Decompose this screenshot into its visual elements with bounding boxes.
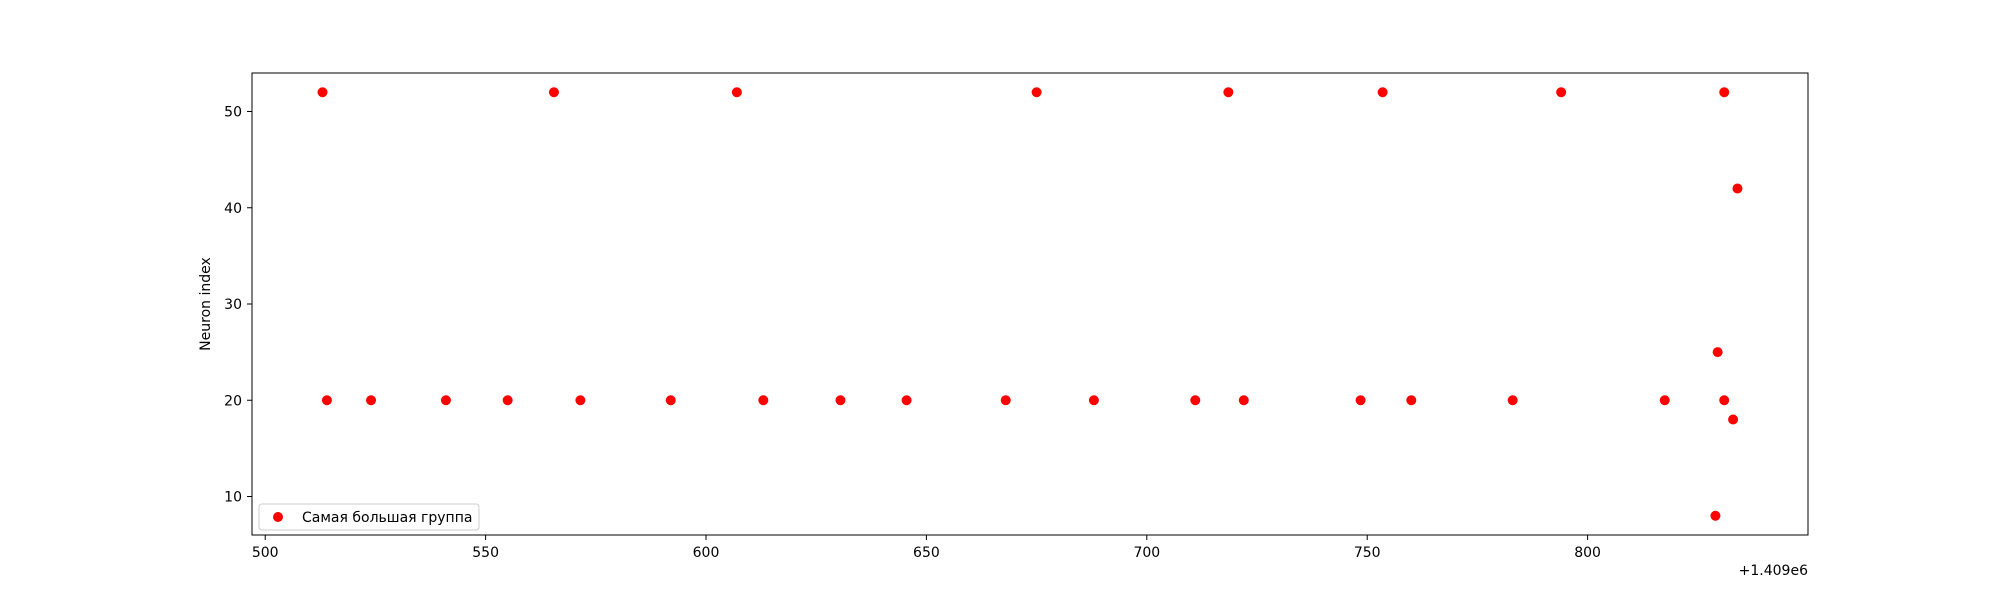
data-point <box>1659 395 1670 406</box>
x-tick-label: 650 <box>913 545 940 561</box>
x-tick-label: 800 <box>1574 545 1601 561</box>
data-point <box>1728 414 1739 425</box>
data-point <box>835 395 846 406</box>
x-tick-label: 700 <box>1133 545 1160 561</box>
data-point <box>758 395 769 406</box>
x-axis: 500 550 600 650 700 750 800 <box>252 535 1601 561</box>
data-point <box>901 395 912 406</box>
data-point <box>321 395 332 406</box>
legend: Самая большая группа <box>258 503 480 531</box>
data-point <box>1732 183 1743 194</box>
data-point <box>1223 87 1234 98</box>
data-point <box>1238 395 1249 406</box>
plot-frame <box>251 72 1809 536</box>
data-point <box>366 395 377 406</box>
x-tick-label: 500 <box>252 545 279 561</box>
x-tick-label: 600 <box>693 545 720 561</box>
y-tick-label: 20 <box>224 393 242 409</box>
data-point <box>1000 395 1011 406</box>
data-point <box>1719 87 1730 98</box>
data-point <box>1377 87 1388 98</box>
data-point <box>575 395 586 406</box>
data-point <box>1088 395 1099 406</box>
data-point <box>1719 395 1730 406</box>
data-point <box>440 395 451 406</box>
y-axis: 10 20 30 40 50 <box>224 105 252 506</box>
y-tick-label: 40 <box>224 201 242 217</box>
data-point <box>1507 395 1518 406</box>
legend-label: Самая большая группа <box>302 510 472 526</box>
data-point <box>317 87 328 98</box>
data-point <box>502 395 513 406</box>
data-point <box>1406 395 1417 406</box>
y-axis-label: Neuron index <box>198 257 214 351</box>
data-point <box>1355 395 1366 406</box>
y-tick-label: 10 <box>224 490 242 506</box>
x-tick-label: 750 <box>1354 545 1381 561</box>
data-points <box>317 87 1743 521</box>
x-tick-label: 550 <box>472 545 499 561</box>
y-tick-label: 50 <box>224 105 242 121</box>
plot-area <box>251 72 1809 536</box>
data-point <box>1710 510 1721 521</box>
data-point <box>1031 87 1042 98</box>
data-point <box>1556 87 1567 98</box>
x-axis-offset-label: +1.409e6 <box>1739 563 1808 579</box>
data-point <box>731 87 742 98</box>
data-point <box>548 87 559 98</box>
y-tick-label: 30 <box>224 297 242 313</box>
legend-marker <box>273 512 283 522</box>
data-point <box>1190 395 1201 406</box>
legend-box <box>258 503 480 531</box>
data-point <box>665 395 676 406</box>
data-point <box>1712 347 1723 358</box>
